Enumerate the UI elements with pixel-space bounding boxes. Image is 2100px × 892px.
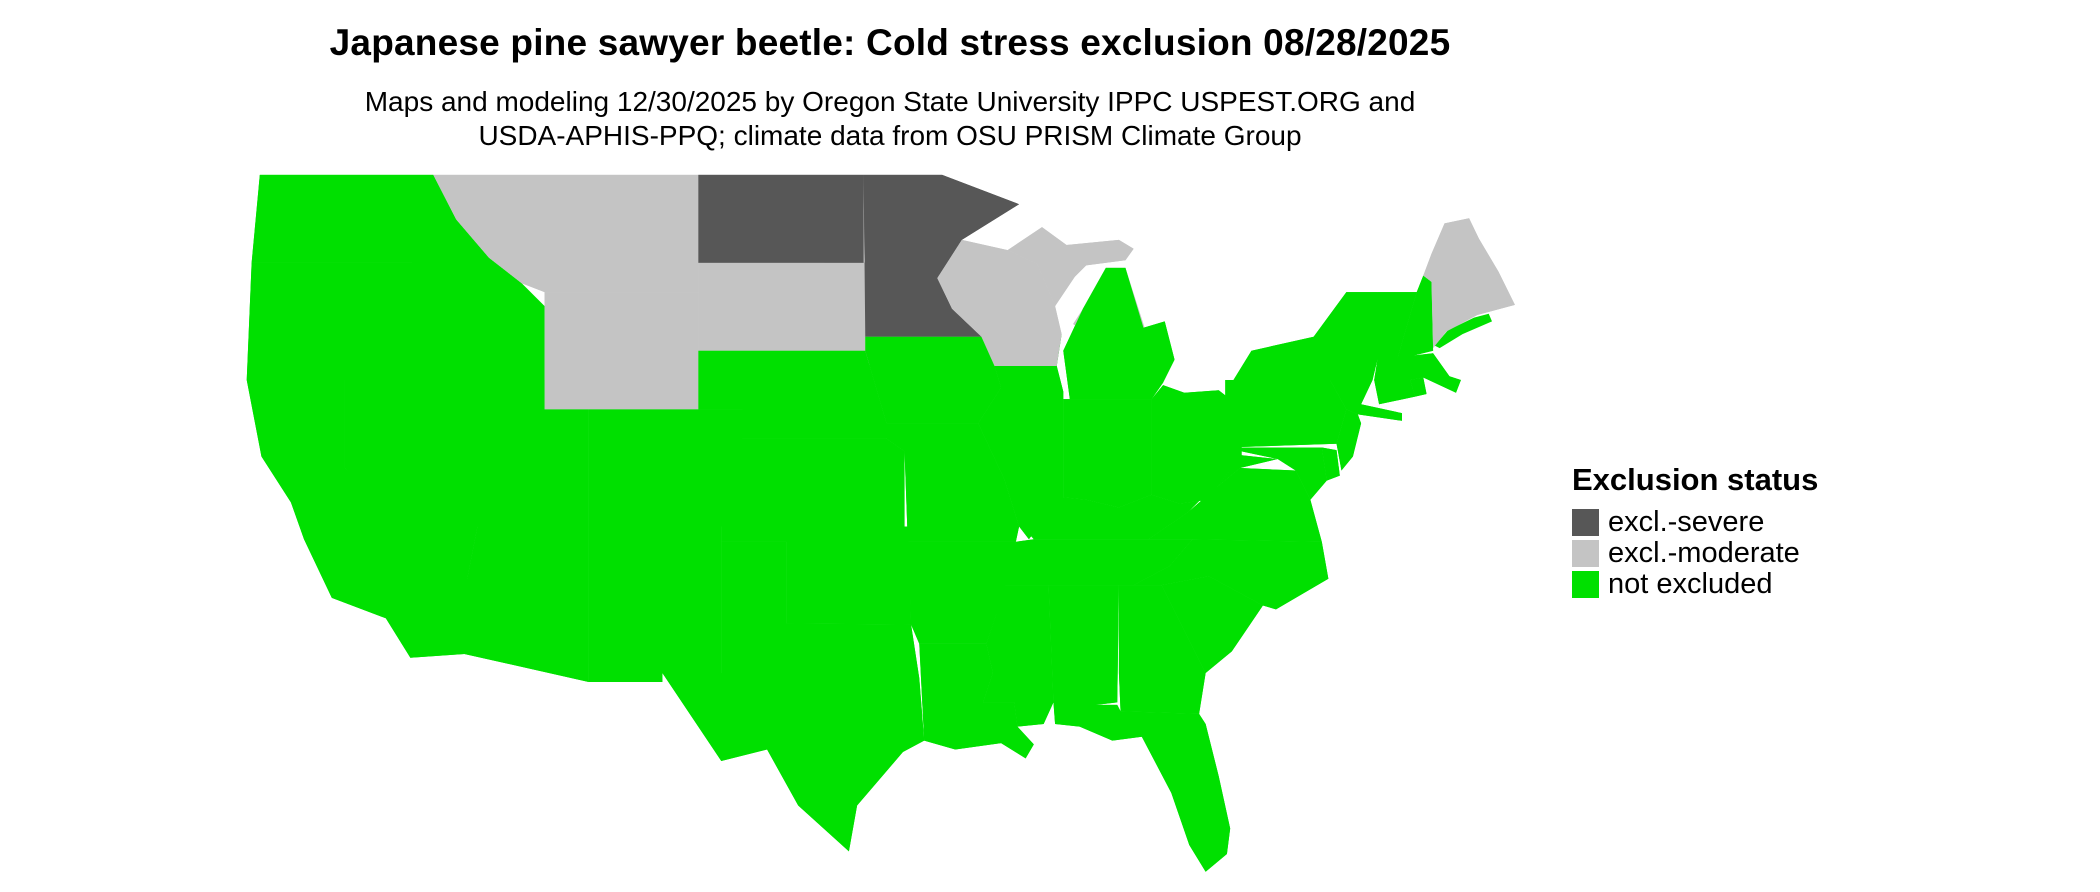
us-exclusion-map xyxy=(232,166,1528,882)
legend-item: excl.-severe xyxy=(1572,506,1818,538)
subtitle-line-1: Maps and modeling 12/30/2025 by Oregon S… xyxy=(364,86,1416,117)
state-border xyxy=(741,437,906,528)
exclusion-patch xyxy=(1434,313,1492,349)
state-border xyxy=(696,173,866,265)
state-border xyxy=(1061,266,1176,401)
state-border xyxy=(1061,397,1154,509)
state-border xyxy=(1372,378,1417,406)
state-border xyxy=(1223,378,1348,449)
legend-item: excl.-moderate xyxy=(1572,537,1818,569)
state-border xyxy=(462,525,591,684)
legend-swatch-severe xyxy=(1572,509,1599,536)
legend-label-severe: excl.-severe xyxy=(1608,506,1765,538)
page-title: Japanese pine sawyer beetle: Cold stress… xyxy=(329,22,1451,63)
legend-label-not-excluded: not excluded xyxy=(1608,568,1773,600)
state-border xyxy=(1053,703,1232,874)
state-border xyxy=(245,261,414,382)
legend-label-moderate: excl.-moderate xyxy=(1608,537,1800,569)
state-border xyxy=(1047,583,1121,726)
state-border xyxy=(587,525,723,684)
legend-title: Exclusion status xyxy=(1572,462,1819,497)
legend-swatch-moderate xyxy=(1572,540,1599,567)
legend-swatch-not-excluded xyxy=(1572,571,1599,598)
state-border xyxy=(863,335,1003,425)
legend: Exclusion status excl.-severe excl.-mode… xyxy=(1572,462,1818,600)
state-border xyxy=(250,173,414,265)
state-borders xyxy=(245,173,1517,874)
subtitle-line-2: USDA-APHIS-PPQ; climate data from OSU PR… xyxy=(478,120,1302,151)
legend-item: not excluded xyxy=(1572,568,1818,600)
state-border xyxy=(543,290,700,411)
state-border xyxy=(587,407,744,528)
state-border xyxy=(696,261,867,353)
us-map-svg xyxy=(245,173,1517,874)
